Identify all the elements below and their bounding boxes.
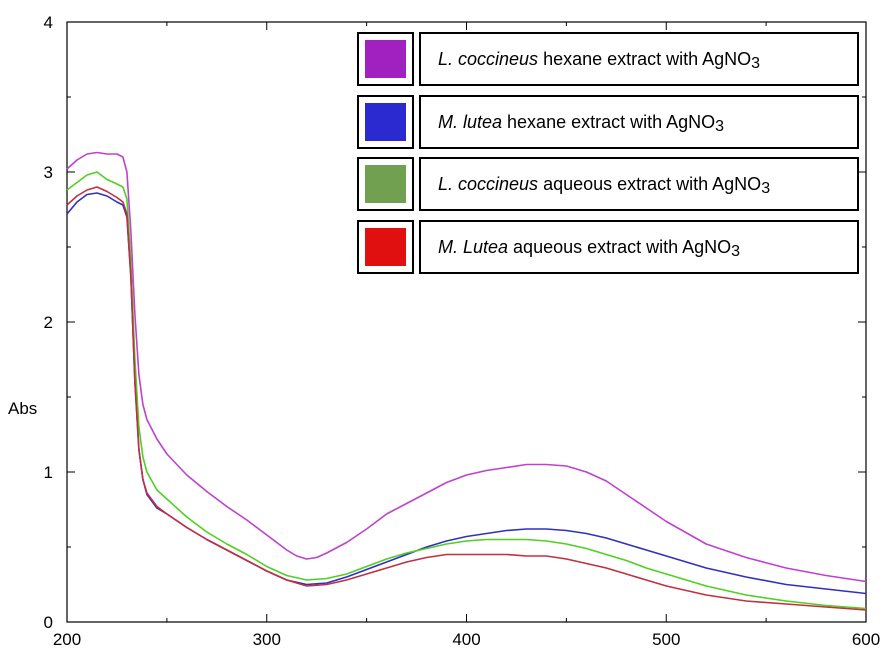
legend-label-box [419,157,859,211]
legend-label: M. lutea hexane extract with AgNO3 [438,112,724,135]
legend-label-box [419,32,859,86]
y-tick-label: 2 [44,313,53,332]
legend-swatch [365,228,406,266]
legend-item: M. Lutea aqueous extract with AgNO3 [357,220,859,274]
legend-item: L. coccineus aqueous extract with AgNO3 [357,157,859,211]
x-tick-label: 600 [852,630,880,649]
legend-label-box [419,220,859,274]
legend-subscript: 3 [761,180,770,197]
y-tick-label: 4 [44,13,53,32]
x-axis-ticks: 200 300 400 500 600 [53,22,880,649]
legend-species: L. coccineus [438,174,538,194]
series-line-1 [66,151,867,583]
legend-label: M. Lutea aqueous extract with AgNO3 [438,237,740,260]
legend-subscript: 3 [751,55,760,72]
legend-label: L. coccineus hexane extract with AgNO3 [438,49,760,72]
legend-swatch [365,165,406,203]
y-tick-label: 1 [44,463,53,482]
y-axis-ticks: 0 1 2 3 4 [44,13,866,632]
legend-item: L. coccineus hexane extract with AgNO3 [357,32,859,86]
legend-description: hexane extract with AgNO [538,49,751,69]
x-tick-label: 400 [452,630,480,649]
legend-species: M. Lutea [438,237,508,257]
legend-swatch [365,103,406,141]
series-line-3 [66,171,867,610]
legend-item: M. lutea hexane extract with AgNO3 [357,95,859,149]
series-lines [66,151,867,611]
y-axis-title: Abs [8,399,37,418]
x-tick-label: 300 [253,630,281,649]
y-tick-label: 3 [44,163,53,182]
y-tick-label: 0 [44,613,53,632]
legend-swatch [365,40,406,78]
x-tick-label: 500 [652,630,680,649]
series-line-4 [66,186,867,611]
legend-species: M. lutea [438,112,502,132]
legend-label: L. coccineus aqueous extract with AgNO3 [438,174,770,197]
legend-description: aqueous extract with AgNO [508,237,731,257]
x-tick-label: 200 [53,630,81,649]
legend: L. coccineus hexane extract with AgNO3M.… [357,32,859,274]
legend-species: L. coccineus [438,49,538,69]
legend-description: hexane extract with AgNO [502,112,715,132]
legend-subscript: 3 [731,243,740,260]
legend-description: aqueous extract with AgNO [538,174,761,194]
legend-label-box [419,95,859,149]
legend-subscript: 3 [715,118,724,135]
